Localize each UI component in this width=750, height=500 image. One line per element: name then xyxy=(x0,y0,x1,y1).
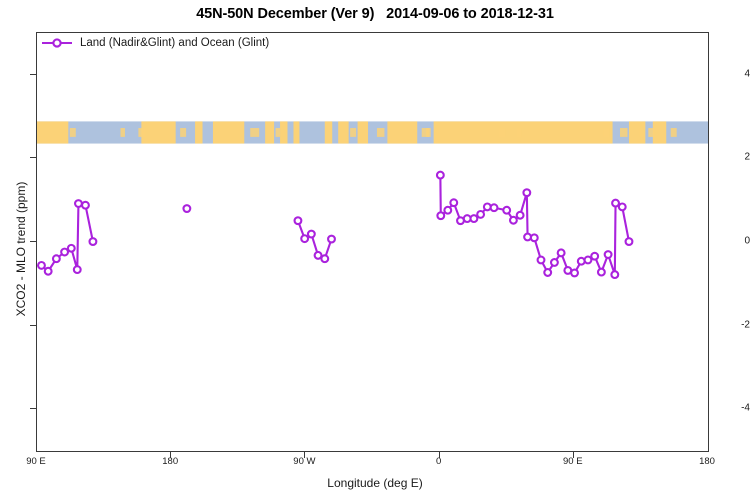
y-tick-mark xyxy=(30,408,36,410)
y-tick-label: 4 xyxy=(744,68,750,80)
x-axis-title: Longitude (deg E) xyxy=(327,476,423,490)
y-tick-mark xyxy=(30,241,36,242)
x-tick-label: 90 W xyxy=(293,456,316,467)
y-tick-label: 0 xyxy=(744,235,750,247)
x-tick-mark xyxy=(304,452,306,458)
y-tick-mark xyxy=(30,157,36,159)
legend-marker-icon xyxy=(42,38,72,48)
x-tick-mark xyxy=(438,452,440,458)
data-series-layer xyxy=(37,170,634,280)
y-tick-label: -4 xyxy=(741,402,750,414)
y-axis-title: XCO2 - MLO trend (ppm) xyxy=(14,181,28,317)
x-tick-mark xyxy=(170,452,172,458)
legend-item-label: Land (Nadir&Glint) and Ocean (Glint) xyxy=(80,37,270,49)
x-tick-label: 90 E xyxy=(563,456,583,467)
x-tick-label: 180 xyxy=(699,456,715,467)
y-tick-mark xyxy=(30,324,36,326)
x-tick-label: 0 xyxy=(435,456,442,467)
y-tick-label: -2 xyxy=(741,319,750,331)
y-tick-label: 2 xyxy=(744,151,750,163)
page-title: 45N-50N December (Ver 9) 2014-09-06 to 2… xyxy=(196,6,554,22)
land-ocean-band xyxy=(37,121,708,144)
y-tick-mark xyxy=(30,73,36,75)
x-tick-label: 90 E xyxy=(26,456,46,467)
legend: Land (Nadir&Glint) and Ocean (Glint) xyxy=(38,34,276,52)
x-tick-mark xyxy=(572,452,574,458)
x-tick-label: 180 xyxy=(162,456,179,467)
plot-area xyxy=(36,32,709,452)
